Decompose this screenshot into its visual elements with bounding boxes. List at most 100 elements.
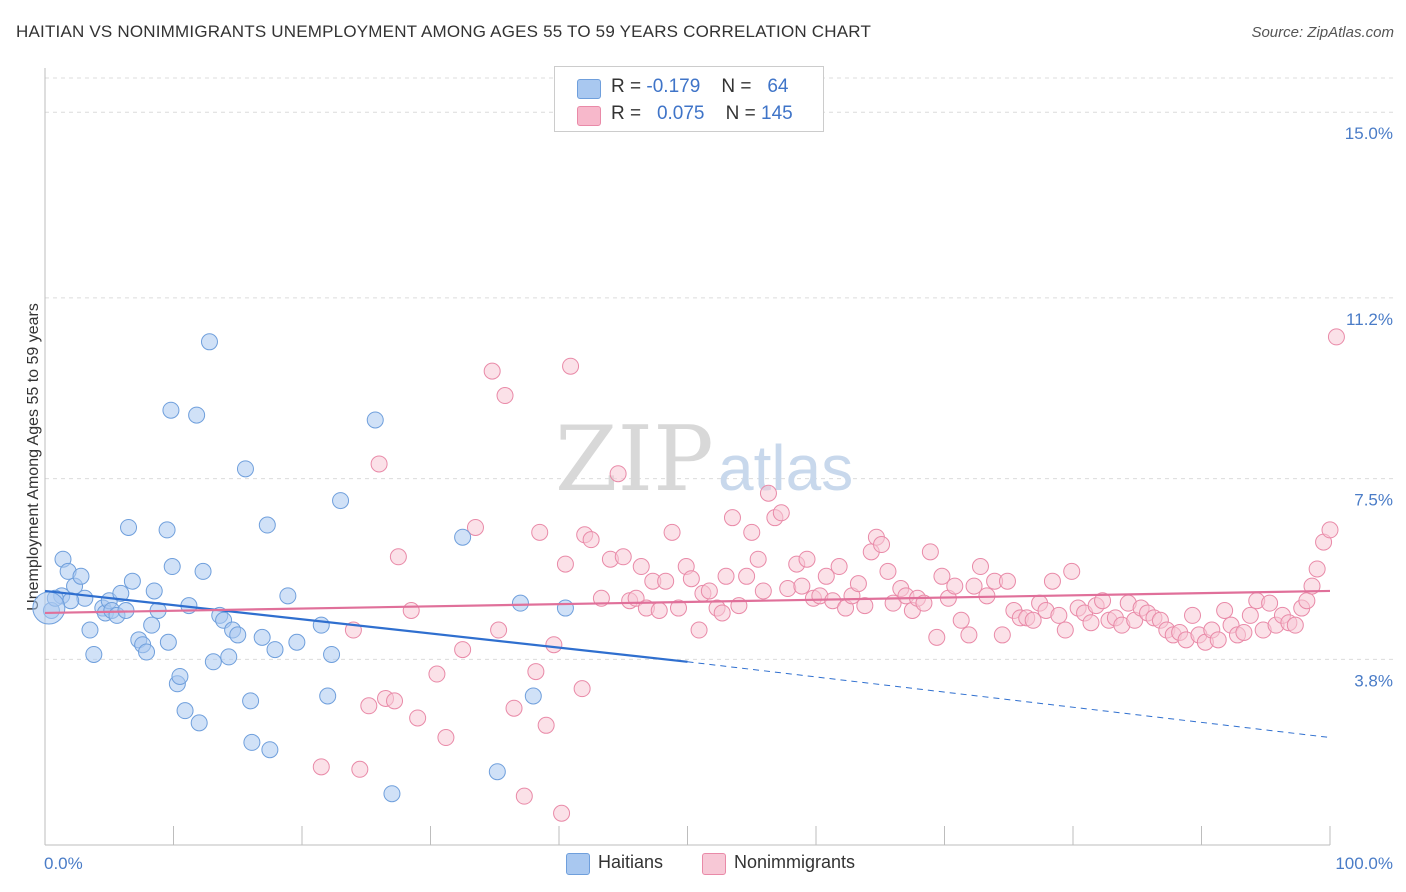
point-nonimmigrants xyxy=(490,621,508,639)
trend-line-haitians xyxy=(44,589,688,663)
point-nonimmigrants xyxy=(505,699,523,717)
point-nonimmigrants xyxy=(1063,562,1081,580)
point-haitians xyxy=(194,562,212,580)
point-nonimmigrants xyxy=(1327,328,1345,346)
point-nonimmigrants xyxy=(360,697,378,715)
point-haitians xyxy=(143,616,161,634)
point-nonimmigrants xyxy=(402,602,420,620)
point-nonimmigrants xyxy=(428,665,446,683)
point-nonimmigrants xyxy=(1024,611,1042,629)
point-nonimmigrants xyxy=(609,465,627,483)
point-haitians xyxy=(190,714,208,732)
legend-r-value-haitians: -0.179 xyxy=(646,76,701,97)
point-nonimmigrants xyxy=(793,577,811,595)
point-nonimmigrants xyxy=(743,523,761,541)
point-haitians xyxy=(288,633,306,651)
point-haitians xyxy=(162,401,180,419)
trend-extension-haitians xyxy=(687,661,1331,739)
watermark-atlas: atlas xyxy=(718,432,853,504)
point-haitians xyxy=(81,621,99,639)
y-tick-label: 3.8% xyxy=(1354,671,1393,690)
legend-r-label: R = xyxy=(611,76,642,97)
x-tick-label: 0.0% xyxy=(44,854,83,873)
point-nonimmigrants xyxy=(971,558,989,576)
point-nonimmigrants xyxy=(670,599,688,617)
point-nonimmigrants xyxy=(1308,560,1326,578)
point-nonimmigrants xyxy=(830,558,848,576)
point-haitians xyxy=(159,633,177,651)
point-haitians xyxy=(229,626,247,644)
point-haitians-large xyxy=(32,591,66,625)
point-nonimmigrants xyxy=(798,550,816,568)
point-nonimmigrants xyxy=(1235,623,1253,641)
point-haitians xyxy=(171,667,189,685)
y-tick-label: 11.2% xyxy=(1346,310,1393,329)
point-nonimmigrants xyxy=(915,594,933,612)
point-nonimmigrants xyxy=(650,602,668,620)
point-haitians xyxy=(258,516,276,534)
point-nonimmigrants xyxy=(873,536,891,554)
y-tick-label: 15.0% xyxy=(1345,124,1393,143)
point-haitians xyxy=(158,521,176,539)
point-haitians xyxy=(120,518,138,536)
point-nonimmigrants xyxy=(496,387,514,405)
point-nonimmigrants xyxy=(1050,606,1068,624)
legend-swatch-haitians xyxy=(577,79,601,99)
point-haitians xyxy=(488,763,506,781)
legend-n-value-haitians: 64 xyxy=(767,76,789,97)
point-haitians xyxy=(511,594,529,612)
point-haitians xyxy=(312,616,330,634)
point-haitians xyxy=(323,645,341,663)
legend-r-value-nonimmigrants: 0.075 xyxy=(656,103,705,124)
point-nonimmigrants xyxy=(759,484,777,502)
point-nonimmigrants xyxy=(998,572,1016,590)
point-haitians xyxy=(220,648,238,666)
watermark-zip: ZIP xyxy=(555,407,714,512)
point-haitians xyxy=(242,692,260,710)
bottom-legend-label-nonimmigrants: Nonimmigrants xyxy=(734,852,856,872)
point-nonimmigrants xyxy=(824,592,842,610)
point-nonimmigrants xyxy=(657,572,675,590)
point-nonimmigrants xyxy=(1094,592,1112,610)
point-haitians xyxy=(76,589,94,607)
point-haitians xyxy=(261,741,279,759)
point-nonimmigrants xyxy=(351,760,369,778)
point-nonimmigrants xyxy=(849,575,867,593)
point-nonimmigrants xyxy=(454,641,472,659)
point-nonimmigrants xyxy=(1209,631,1227,649)
point-nonimmigrants xyxy=(1321,521,1339,539)
chart-title: HAITIAN VS NONIMMIGRANTS UNEMPLOYMENT AM… xyxy=(16,22,872,41)
point-nonimmigrants xyxy=(749,550,767,568)
point-haitians xyxy=(253,628,271,646)
point-nonimmigrants xyxy=(545,636,563,654)
point-nonimmigrants xyxy=(933,567,951,585)
point-nonimmigrants xyxy=(632,558,650,576)
point-haitians xyxy=(556,599,574,617)
point-nonimmigrants xyxy=(717,567,735,585)
axes xyxy=(44,68,1331,846)
point-haitians xyxy=(112,584,130,602)
point-nonimmigrants xyxy=(614,548,632,566)
legend-n-label: N = xyxy=(721,76,752,97)
point-haitians xyxy=(123,572,141,590)
point-nonimmigrants xyxy=(993,626,1011,644)
point-nonimmigrants xyxy=(928,628,946,646)
point-nonimmigrants xyxy=(389,548,407,566)
point-nonimmigrants xyxy=(700,582,718,600)
point-nonimmigrants xyxy=(738,567,756,585)
y-tick-labels: 3.8% 7.5% 11.2% 15.0% xyxy=(1345,124,1393,690)
point-nonimmigrants xyxy=(409,709,427,727)
point-haitians xyxy=(243,733,261,751)
point-nonimmigrants xyxy=(386,692,404,710)
point-nonimmigrants xyxy=(515,787,533,805)
point-nonimmigrants xyxy=(1056,621,1074,639)
data-points xyxy=(32,328,1345,822)
point-nonimmigrants xyxy=(582,531,600,549)
point-nonimmigrants xyxy=(772,504,790,522)
point-nonimmigrants xyxy=(817,567,835,585)
bottom-legend-label-haitians: Haitians xyxy=(598,852,664,872)
point-nonimmigrants xyxy=(1043,572,1061,590)
point-nonimmigrants xyxy=(713,604,731,622)
point-nonimmigrants xyxy=(483,362,501,380)
